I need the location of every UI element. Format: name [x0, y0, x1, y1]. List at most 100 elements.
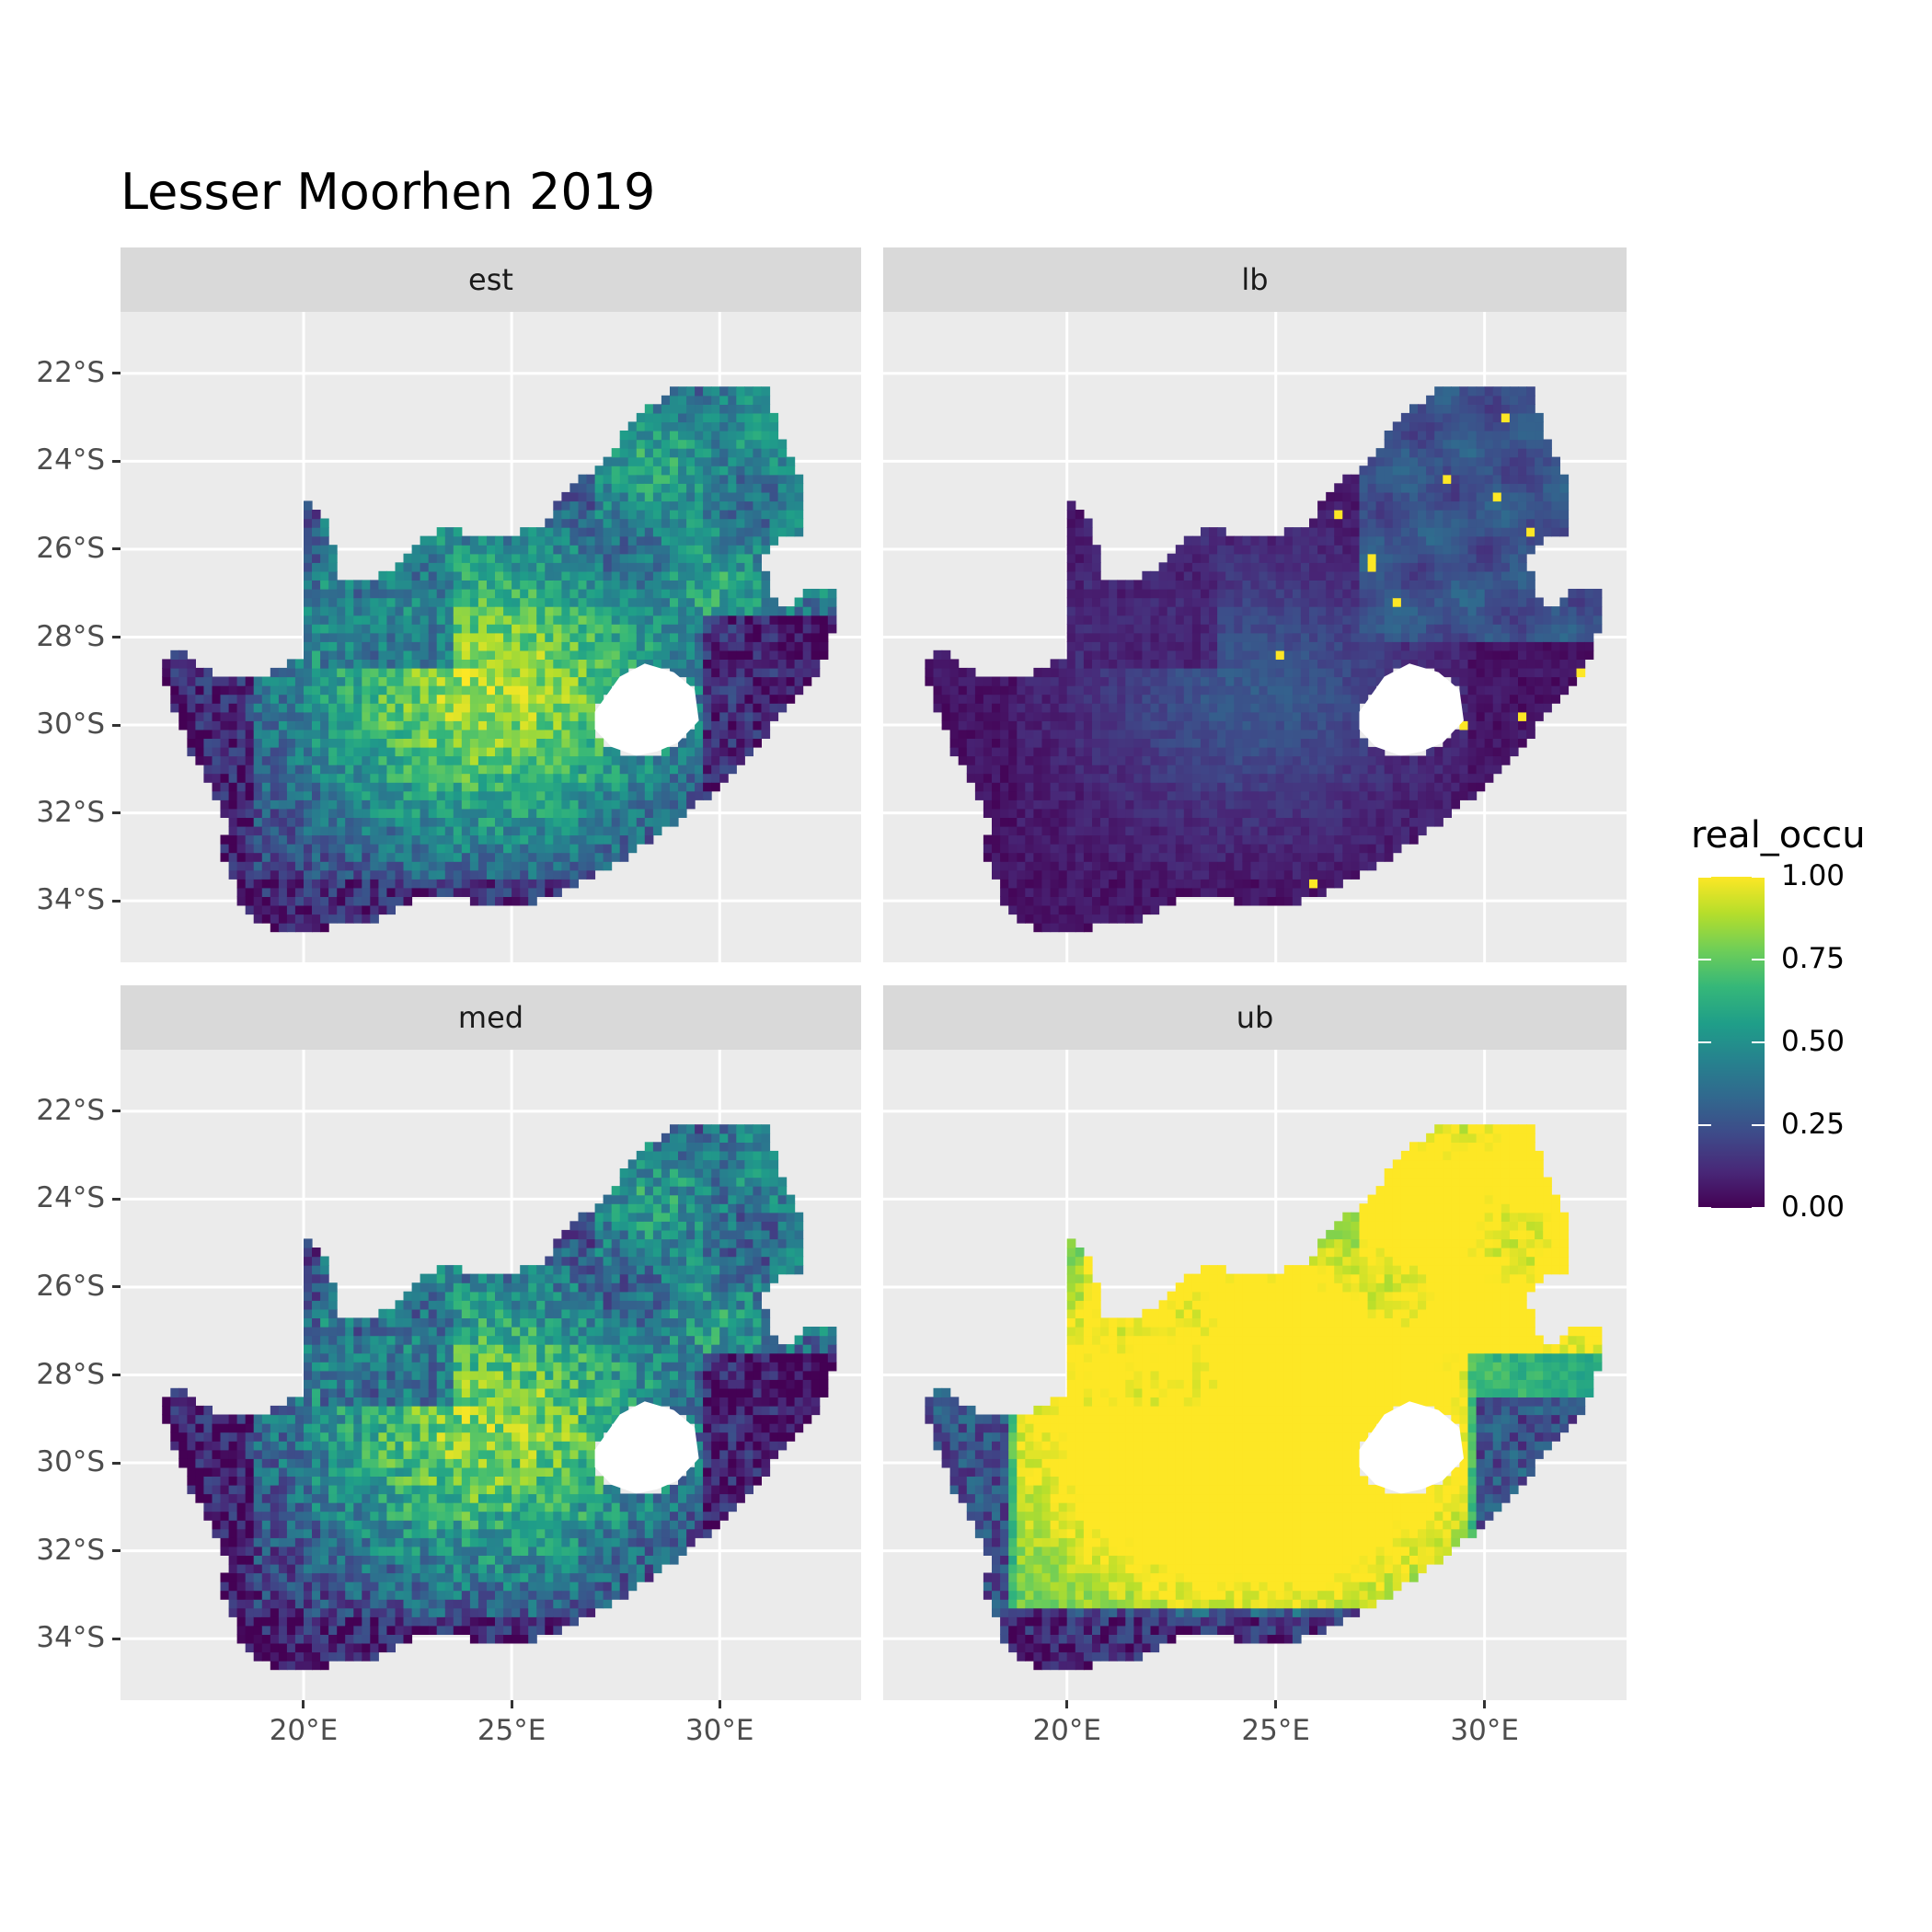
- raster-cell: [1334, 685, 1343, 696]
- raster-cell: [195, 729, 204, 739]
- raster-cell: [1418, 589, 1427, 599]
- raster-cell: [1109, 729, 1118, 739]
- raster-cell: [644, 518, 654, 528]
- raster-cell: [1217, 694, 1226, 704]
- raster-cell: [1409, 825, 1419, 836]
- raster-cell: [703, 641, 712, 651]
- raster-cell: [695, 641, 704, 651]
- raster-cell: [644, 773, 654, 783]
- raster-cell: [1017, 852, 1026, 862]
- raster-cell: [495, 738, 504, 748]
- raster-cell: [403, 606, 413, 616]
- raster-cell: [974, 755, 984, 765]
- raster-cell: [1201, 667, 1210, 678]
- raster-cell: [1175, 650, 1185, 660]
- raster-cell: [1075, 896, 1085, 906]
- raster-cell: [1259, 597, 1269, 607]
- raster-cell: [1267, 729, 1277, 739]
- raster-cell: [536, 676, 546, 686]
- raster-cell: [1283, 879, 1294, 889]
- raster-cell: [627, 580, 638, 590]
- raster-cell: [586, 782, 596, 792]
- raster-cell: [1133, 799, 1144, 810]
- raster-cell: [420, 879, 430, 889]
- raster-cell: [1075, 667, 1085, 678]
- raster-cell: [1275, 782, 1285, 792]
- raster-cell: [1259, 545, 1269, 555]
- raster-cell: [487, 844, 496, 854]
- raster-cell: [461, 852, 471, 862]
- raster-cell: [686, 606, 696, 616]
- raster-cell: [1142, 650, 1152, 660]
- raster-cell: [695, 694, 704, 704]
- raster-cell: [786, 676, 796, 686]
- raster-cell: [403, 879, 413, 889]
- raster-cell: [933, 667, 943, 678]
- raster-cell: [1083, 545, 1093, 555]
- raster-cell: [569, 773, 579, 783]
- raster-cell: [1083, 589, 1093, 599]
- raster-cell: [561, 711, 570, 721]
- raster-cell: [253, 720, 263, 730]
- raster-cell: [753, 386, 762, 397]
- raster-cell: [1092, 904, 1101, 915]
- raster-cell: [270, 869, 280, 880]
- raster-cell: [1066, 510, 1076, 520]
- raster-cell: [1309, 720, 1318, 730]
- raster-cell: [678, 632, 687, 642]
- raster-cell: [345, 650, 354, 660]
- raster-cell: [1008, 782, 1018, 792]
- raster-cell: [761, 597, 771, 607]
- raster-cell: [1342, 844, 1351, 854]
- raster-cell: [236, 825, 247, 836]
- raster-cell: [578, 765, 588, 775]
- raster-cell: [1008, 844, 1018, 854]
- raster-cell: [436, 825, 446, 836]
- raster-cell: [512, 825, 521, 836]
- raster-cell: [1008, 896, 1018, 906]
- raster-cell: [487, 703, 496, 713]
- raster-cell: [220, 738, 230, 748]
- raster-cell: [561, 676, 570, 686]
- raster-cell: [203, 738, 213, 748]
- raster-cell: [487, 799, 496, 810]
- raster-cell: [304, 694, 313, 704]
- raster-cell: [1209, 711, 1218, 721]
- raster-cell: [561, 844, 570, 854]
- raster-cell: [736, 641, 745, 651]
- raster-cell: [337, 844, 346, 854]
- raster-cell: [719, 395, 729, 405]
- raster-cell: [1309, 729, 1318, 739]
- raster-cell: [528, 746, 537, 757]
- raster-cell: [370, 782, 379, 792]
- raster-cell: [1351, 720, 1361, 730]
- raster-cell: [644, 431, 654, 441]
- raster-cell: [1075, 869, 1085, 880]
- raster-cell: [1083, 597, 1093, 607]
- raster-cell: [1017, 720, 1026, 730]
- raster-cell: [1225, 887, 1235, 897]
- raster-cell: [353, 624, 362, 634]
- raster-cell: [992, 790, 1001, 800]
- raster-cell: [695, 624, 704, 634]
- raster-cell: [753, 685, 762, 696]
- raster-cell: [187, 746, 196, 757]
- raster-cell: [353, 914, 362, 924]
- raster-cell: [469, 659, 479, 669]
- raster-cell: [487, 685, 496, 696]
- raster-cell: [1375, 755, 1386, 765]
- raster-cell: [553, 580, 562, 590]
- raster-cell: [569, 641, 579, 651]
- raster-cell: [495, 676, 504, 686]
- raster-cell: [586, 799, 596, 810]
- raster-cell: [353, 844, 362, 854]
- raster-cell: [1167, 589, 1177, 599]
- raster-cell: [1275, 615, 1285, 625]
- raster-cell: [1209, 606, 1218, 616]
- raster-cell: [337, 852, 346, 862]
- raster-cell: [1342, 790, 1351, 800]
- raster-cell: [1334, 808, 1343, 818]
- raster-cell: [744, 535, 753, 546]
- raster-cell: [661, 589, 671, 599]
- raster-cell: [1359, 808, 1369, 818]
